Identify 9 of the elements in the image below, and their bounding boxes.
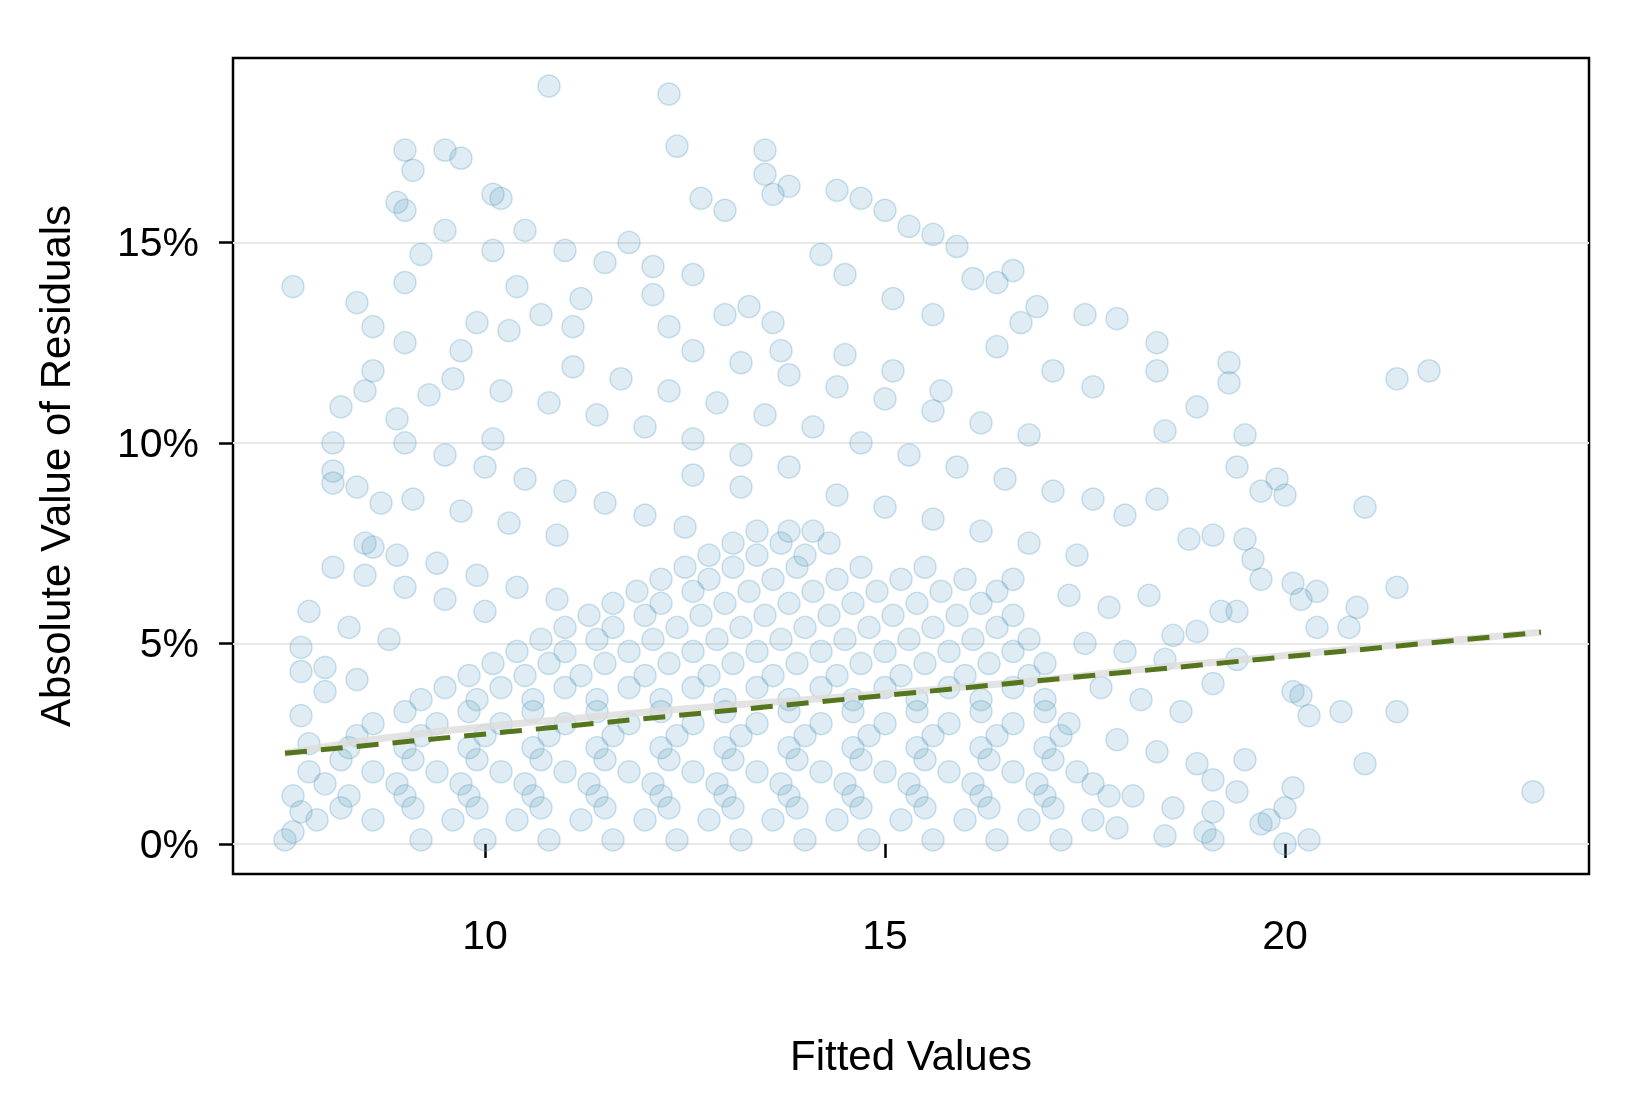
y-tick-label: 10% xyxy=(116,419,199,466)
x-tick-label: 20 xyxy=(1262,911,1308,958)
y-tick-label: 0% xyxy=(139,820,199,867)
x-tick-label: 15 xyxy=(862,911,908,958)
x-tick-label: 10 xyxy=(462,911,508,958)
y-axis-title: Absolute Value of Residuals xyxy=(31,204,79,728)
x-axis-title: Fitted Values xyxy=(789,1031,1033,1079)
y-tick-label: 5% xyxy=(139,620,199,667)
y-tick-label: 15% xyxy=(116,219,199,266)
